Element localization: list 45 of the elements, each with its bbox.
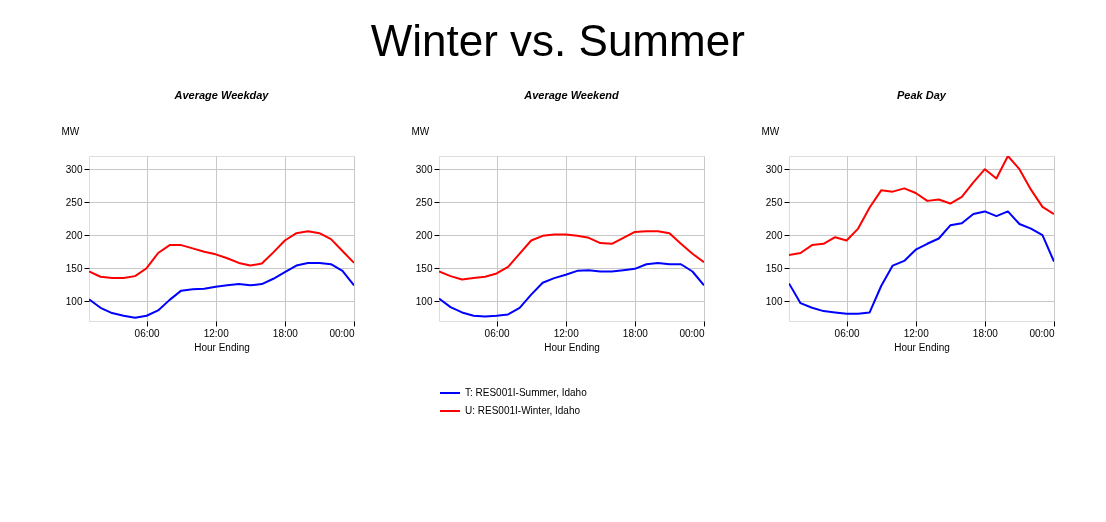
y-axis-title: MW: [61, 125, 80, 137]
y-tick-label: 300: [65, 163, 83, 175]
y-axis-title: MW: [761, 125, 780, 137]
y-tick-label: 300: [415, 163, 433, 175]
y-tick-label: 100: [65, 295, 83, 307]
y-axis-title: MW: [411, 125, 430, 137]
line-series: [89, 230, 354, 280]
y-tick-label: 250: [765, 196, 783, 208]
x-tick-label: 06:00: [834, 327, 861, 339]
y-tick-label: 100: [765, 295, 783, 307]
y-tick-label: 150: [765, 262, 783, 274]
x-tick-label: 00:00: [1029, 327, 1055, 339]
line-series: [439, 261, 704, 318]
x-axis-title: Hour Ending: [894, 341, 950, 353]
text: Winter vs. Summer: [370, 15, 745, 65]
line-series: [439, 230, 704, 281]
y-tick-label: 200: [65, 229, 83, 241]
line-series: [89, 261, 354, 319]
y-tick-label: 250: [415, 196, 433, 208]
y-tick-label: 100: [415, 295, 433, 307]
line-series: [789, 210, 1054, 315]
x-axis-title: Hour Ending: [544, 341, 600, 353]
x-tick-label: 18:00: [272, 327, 299, 339]
x-tick-label: 12:00: [553, 327, 580, 339]
x-tick-label: 06:00: [134, 327, 161, 339]
x-tick-label: 00:00: [679, 327, 705, 339]
x-tick-label: 12:00: [903, 327, 930, 339]
x-tick-label: 00:00: [329, 327, 355, 339]
x-tick-label: 18:00: [972, 327, 999, 339]
chart-title: Peak Day: [897, 89, 947, 101]
x-tick-label: 06:00: [484, 327, 511, 339]
x-axis-title: Hour Ending: [194, 341, 250, 353]
legend-label: T: RES001I-Summer, Idaho: [465, 387, 588, 398]
line-series: [789, 156, 1054, 256]
y-tick-label: 200: [765, 229, 783, 241]
legend-label: U: RES001I-Winter, Idaho: [465, 405, 581, 416]
x-tick-label: 18:00: [622, 327, 649, 339]
y-tick-label: 150: [415, 262, 433, 274]
y-tick-label: 250: [65, 196, 83, 208]
x-tick-label: 12:00: [203, 327, 230, 339]
chart-title: Average Weekend: [523, 89, 620, 101]
y-tick-label: 150: [65, 262, 83, 274]
chart-title: Average Weekday: [173, 89, 270, 101]
y-tick-label: 200: [415, 229, 433, 241]
y-tick-label: 300: [765, 163, 783, 175]
